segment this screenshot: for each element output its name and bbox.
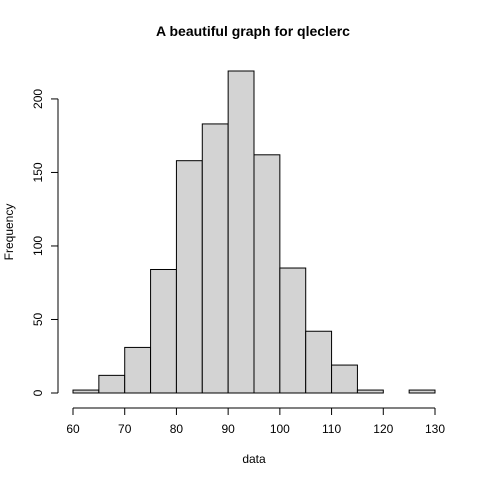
- histogram-bar: [124, 346, 152, 394]
- x-axis: 60 70 80 90 100 110 120 130: [66, 407, 445, 436]
- histogram-bar: [279, 267, 307, 394]
- x-tick-label: 70: [118, 422, 132, 436]
- y-axis-label: Frequency: [2, 204, 16, 261]
- histogram-bar: [98, 374, 126, 394]
- x-tick-label: 100: [270, 422, 290, 436]
- y-tick-label: 150: [31, 162, 45, 182]
- x-tick-label: 120: [373, 422, 393, 436]
- x-tick-label: 130: [425, 422, 445, 436]
- histogram-bar: [150, 268, 177, 394]
- bars-group: [72, 70, 436, 394]
- histogram-bar: [305, 330, 333, 394]
- y-axis: 0 50 100 150 200: [31, 89, 59, 396]
- histogram-bar: [175, 160, 203, 394]
- x-tick-label: 110: [322, 422, 341, 436]
- x-tick-label: 90: [221, 422, 235, 436]
- histogram-bar: [201, 123, 229, 394]
- y-tick-label: 200: [31, 89, 45, 109]
- histogram-bar: [408, 389, 436, 394]
- x-tick-label: 80: [170, 422, 184, 436]
- histogram-bar: [72, 389, 100, 394]
- y-tick-label: 100: [31, 236, 45, 256]
- histogram-bar: [227, 70, 255, 394]
- y-tick-label: 0: [31, 389, 45, 396]
- y-tick-label: 50: [31, 312, 45, 326]
- histogram-bar: [253, 154, 281, 394]
- histogram-bar: [356, 389, 384, 394]
- x-axis-label: data: [242, 452, 266, 466]
- chart-title: A beautiful graph for qleclerc: [156, 23, 350, 39]
- x-tick-label: 60: [66, 422, 80, 436]
- histogram-bar: [331, 364, 358, 394]
